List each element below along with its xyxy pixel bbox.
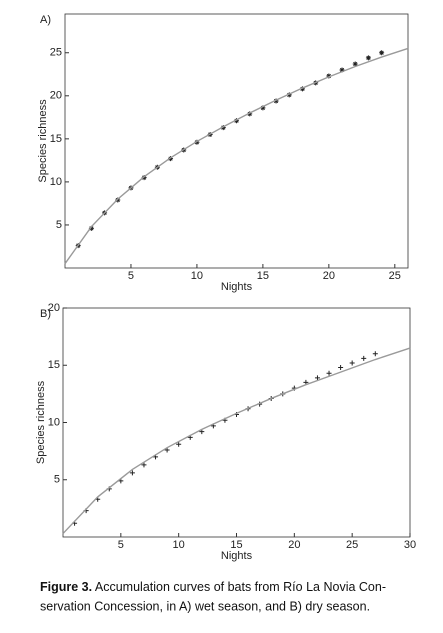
y-tick-label: 10 (48, 416, 60, 428)
data-point (326, 73, 332, 79)
panel-label: B) (40, 308, 51, 320)
caption-line: Figure 3. Accumulation curves of bats fr… (40, 580, 386, 594)
y-tick-label: 20 (48, 302, 60, 314)
data-point (260, 105, 266, 111)
data-point (361, 355, 367, 361)
fit-curve (62, 347, 411, 535)
caption-text: Accumulation curves of bats from Río La … (95, 580, 386, 594)
data-point (338, 365, 344, 371)
y-tick-label: 5 (56, 219, 62, 231)
data-point (273, 98, 279, 104)
x-tick-label: 15 (230, 539, 242, 551)
y-tick-label: 15 (50, 133, 62, 145)
data-point (194, 139, 200, 145)
data-point (349, 360, 355, 366)
data-point (372, 351, 378, 357)
y-tick-label: 5 (54, 474, 60, 486)
y-tick-label: 15 (48, 359, 60, 371)
plot-frame (64, 13, 409, 269)
x-tick-label: 20 (323, 270, 335, 282)
data-point (339, 67, 345, 73)
x-tick-label: 10 (191, 270, 203, 282)
data-point (365, 55, 371, 61)
x-axis-label: Nights (221, 550, 253, 562)
caption-label: Figure 3. (40, 580, 92, 594)
data-point (141, 462, 147, 468)
data-point (379, 50, 385, 56)
data-point (176, 441, 182, 447)
x-tick-label: 30 (404, 539, 416, 551)
y-tick-label: 10 (50, 176, 62, 188)
data-point (352, 61, 358, 67)
fit-curve (64, 47, 409, 265)
x-tick-label: 25 (389, 270, 401, 282)
data-point (247, 111, 253, 117)
data-point (299, 86, 305, 92)
x-tick-label: 10 (173, 539, 185, 551)
data-point (129, 470, 135, 476)
y-tick-label: 25 (50, 47, 62, 59)
data-point (326, 370, 332, 376)
plot-frame (62, 307, 411, 538)
x-tick-label: 5 (118, 539, 124, 551)
caption-text: servation Concession, in A) wet season, … (40, 599, 370, 613)
x-axis-label: Nights (221, 281, 253, 293)
data-point (286, 92, 292, 98)
x-tick-label: 25 (346, 539, 358, 551)
data-point (234, 118, 239, 124)
x-tick-label: 20 (288, 539, 300, 551)
data-point (314, 375, 320, 381)
y-tick-label: 20 (50, 90, 62, 102)
x-tick-label: 5 (128, 270, 134, 282)
data-point (220, 125, 226, 131)
panel-label: A) (40, 14, 51, 26)
x-tick-label: 15 (257, 270, 269, 282)
y-axis-label: Species richness (35, 380, 47, 464)
y-axis-label: Species richness (37, 99, 49, 183)
data-point (88, 225, 94, 231)
